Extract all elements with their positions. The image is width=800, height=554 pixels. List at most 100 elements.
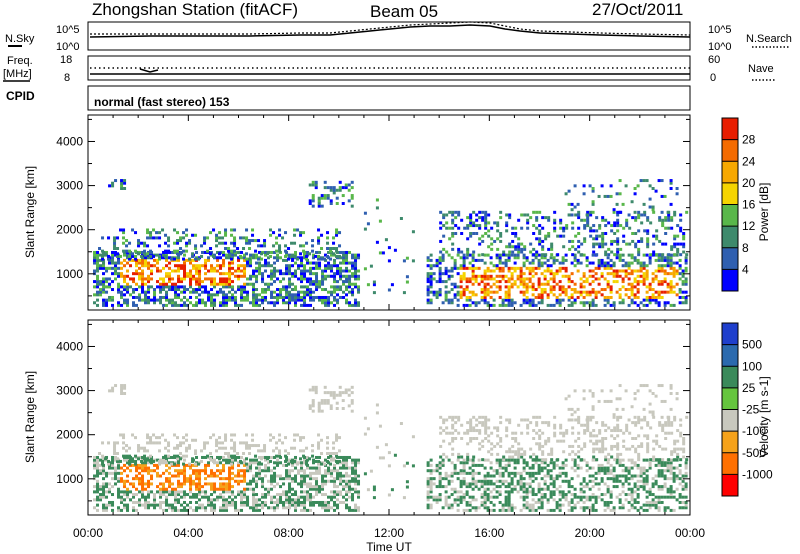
power-cell <box>552 272 556 276</box>
velocity-cell <box>456 471 460 475</box>
velocity-cell <box>147 461 151 465</box>
power-cell <box>320 196 324 200</box>
power-cell <box>576 202 580 206</box>
velocity-cell <box>195 469 199 473</box>
velocity-cell <box>606 503 610 507</box>
power-cell <box>510 282 514 286</box>
velocity-cell <box>603 482 607 486</box>
beam-label: Beam 05 <box>370 2 438 21</box>
power-cell <box>348 274 352 278</box>
power-cell <box>165 258 169 262</box>
power-cell <box>258 266 262 270</box>
velocity-cell <box>258 498 262 502</box>
velocity-cell <box>204 463 208 467</box>
velocity-cell <box>332 391 336 395</box>
velocity-cell <box>204 477 208 481</box>
power-cell <box>468 295 472 299</box>
power-cell <box>438 277 442 281</box>
power-cell <box>326 236 330 240</box>
velocity-cell <box>669 466 673 470</box>
power-cell <box>279 293 283 297</box>
power-cell <box>654 274 658 278</box>
power-cell <box>102 285 106 289</box>
power-cell <box>212 254 216 258</box>
power-cell <box>543 256 547 260</box>
velocity-cell <box>126 461 130 465</box>
power-cell <box>174 303 178 307</box>
power-cell <box>507 298 511 302</box>
power-cell <box>646 239 650 243</box>
velocity-cell <box>248 452 252 455</box>
velocity-cell <box>603 503 607 507</box>
velocity-cell <box>162 508 166 512</box>
velocity-cell <box>672 490 676 494</box>
power-cell <box>104 252 108 256</box>
velocity-cell <box>147 466 151 470</box>
velocity-cell <box>354 458 358 462</box>
power-cell <box>657 303 661 307</box>
velocity-cell <box>99 495 103 499</box>
power-cell <box>324 295 328 299</box>
velocity-cell <box>267 461 271 465</box>
power-cell <box>585 301 589 305</box>
velocity-cell <box>164 459 168 463</box>
velocity-cell <box>120 471 124 475</box>
power-cell <box>255 261 259 265</box>
velocity-cell <box>165 477 169 481</box>
velocity-cell <box>267 479 271 483</box>
velocity-cell <box>186 463 190 467</box>
power-cell <box>350 186 354 190</box>
velocity-cell <box>588 506 592 510</box>
velocity-cell <box>210 474 214 478</box>
velocity-cell <box>471 506 475 510</box>
velocity-cell <box>93 466 97 470</box>
power-cell <box>123 285 127 289</box>
velocity-cell <box>123 386 127 390</box>
power-cell <box>537 301 541 305</box>
velocity-cell <box>621 482 625 486</box>
velocity-cell <box>233 449 237 453</box>
power-cell <box>507 285 511 289</box>
velocity-cell <box>612 477 616 481</box>
velocity-cell <box>450 506 454 510</box>
power-cell <box>556 234 560 238</box>
power-cell <box>162 266 166 270</box>
power-cell <box>471 290 475 294</box>
velocity-cell <box>552 493 556 497</box>
power-cell <box>588 282 592 286</box>
power-cell <box>255 298 259 302</box>
velocity-cell <box>429 463 433 467</box>
velocity-cell <box>159 495 163 499</box>
velocity-cell <box>561 466 565 470</box>
velocity-cell <box>228 482 232 486</box>
power-cell <box>209 247 213 250</box>
velocity-cell <box>429 458 433 462</box>
power-cell <box>158 254 162 258</box>
power-cell <box>582 285 586 289</box>
velocity-cell <box>483 482 487 486</box>
power-cell <box>284 231 288 235</box>
velocity-cell <box>462 482 466 486</box>
power-cell <box>631 239 635 243</box>
velocity-cell <box>203 444 207 448</box>
power-cell <box>138 277 142 281</box>
power-cell <box>230 249 234 253</box>
power-cell <box>291 282 295 286</box>
power-cell <box>126 303 130 307</box>
power-cell <box>523 245 527 249</box>
velocity-cell <box>624 479 628 483</box>
power-cell <box>183 288 187 292</box>
velocity-cell <box>651 493 655 497</box>
velocity-cell <box>447 495 451 499</box>
velocity-cell <box>294 508 298 512</box>
power-cell <box>616 224 620 228</box>
velocity-cell <box>270 477 274 481</box>
velocity-cell <box>510 490 514 494</box>
velocity-cell <box>516 461 520 465</box>
power-cell <box>448 226 452 230</box>
velocity-cell <box>438 498 442 502</box>
velocity-cell <box>102 469 106 473</box>
power-cell <box>549 277 553 281</box>
velocity-cell <box>288 471 292 475</box>
power-cell <box>135 264 139 268</box>
